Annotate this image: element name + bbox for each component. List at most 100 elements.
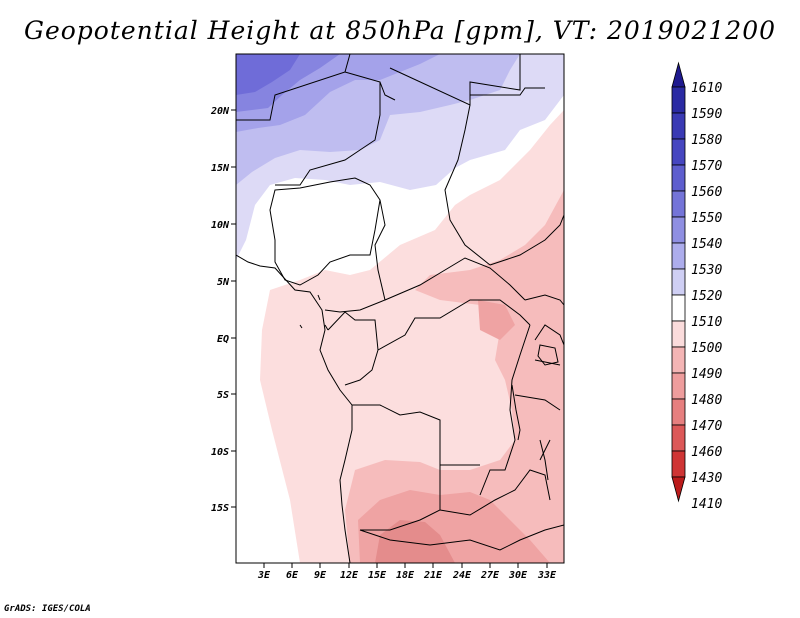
map-frame: [235, 53, 565, 564]
colorbar-label: 1520: [691, 289, 722, 304]
lake-malawi: [539, 439, 549, 481]
border-car: [384, 257, 526, 301]
lon-label: 21E: [423, 570, 443, 581]
colorbar-swatch: [671, 268, 686, 296]
colorbar-label: 1430: [691, 471, 722, 486]
colorbar-label: 1550: [691, 211, 722, 226]
colorbar-swatch: [671, 242, 686, 270]
lat-label: 5N: [217, 277, 230, 288]
border-drc-east: [479, 324, 531, 496]
lat-label: EQ: [217, 334, 229, 345]
colorbar-label: 1410: [691, 497, 722, 512]
border-drc-north: [377, 299, 531, 351]
colorbar-swatch: [671, 320, 686, 348]
lon-label: 33E: [537, 570, 557, 581]
border-mauritania-mali: [236, 54, 351, 121]
colorbar-label: 1560: [691, 185, 722, 200]
colorbar-swatch: [671, 138, 686, 166]
colorbar-label: 1460: [691, 445, 722, 460]
colorbar-label: 1480: [691, 393, 722, 408]
lon-label: 3E: [257, 570, 271, 581]
colorbar-swatch: [671, 294, 686, 322]
shaded-field: [236, 54, 564, 563]
lat-tick: 15N: [211, 163, 236, 174]
lon-label: 12E: [340, 570, 359, 581]
lat-tick: 5N: [217, 277, 236, 288]
lon-label: 6E: [286, 570, 299, 581]
colorbar-label: 1490: [691, 367, 722, 382]
border-niger-chad: [389, 54, 521, 106]
latitude-axis: 20N 15N 10N 5N EQ 5S 10S 15S: [210, 106, 236, 514]
border-chad-sudan: [444, 104, 491, 266]
colorbar-swatch: [671, 86, 686, 114]
colorbar-label: 1530: [691, 263, 722, 278]
lon-tick: 21E: [423, 563, 443, 581]
lat-label: 10S: [211, 447, 229, 458]
lat-tick: 10S: [211, 447, 236, 458]
lat-label: 5S: [217, 390, 229, 401]
colorbar-label: 1510: [691, 315, 722, 330]
lat-label: 15S: [211, 503, 229, 514]
coastline-libya-egypt: [379, 81, 545, 101]
lon-label: 9E: [314, 570, 327, 581]
lat-tick: EQ: [217, 334, 236, 345]
lon-tick: 33E: [537, 563, 557, 581]
colorbar-cap-top: [671, 61, 686, 88]
colorbar-cap-bottom: [671, 476, 686, 503]
lon-tick: 6E: [286, 563, 299, 581]
gulf-of-guinea-islands: [299, 294, 329, 331]
contour-band-1560: [236, 54, 300, 95]
lon-label: 15E: [368, 570, 387, 581]
colorbar-label: 1610: [691, 81, 722, 96]
contour-band-1480-center: [478, 300, 515, 340]
lon-tick: 18E: [396, 563, 415, 581]
lon-tick: 30E: [508, 563, 528, 581]
colorbar-label: 1500: [691, 341, 722, 356]
border-congo: [327, 311, 379, 386]
colorbar-label: 1590: [691, 107, 722, 122]
lon-tick: 24E: [452, 563, 472, 581]
border-mali-niger: [275, 71, 381, 186]
lake-tanganyika: [511, 384, 521, 441]
border-cameroon: [324, 199, 386, 313]
lon-tick: 27E: [480, 563, 500, 581]
lon-label: 24E: [452, 570, 472, 581]
contour-band-1500: [260, 110, 564, 563]
contour-band-1470: [375, 520, 455, 563]
contour-band-1490-east: [530, 320, 564, 470]
lat-tick: 15S: [211, 503, 236, 514]
lon-tick: 9E: [314, 563, 327, 581]
lat-tick: 10N: [211, 220, 236, 231]
lat-label: 10N: [211, 220, 230, 231]
border-east-africa: [524, 294, 564, 306]
colorbar-swatch: [671, 164, 686, 192]
border-sudan-ethiopia: [489, 214, 564, 266]
colorbar-swatch: [671, 112, 686, 140]
lat-label: 20N: [210, 106, 230, 117]
colorbar-swatch: [671, 372, 686, 400]
colorbar-label: 1580: [691, 133, 722, 148]
lake-victoria: [537, 344, 559, 366]
border-angola-zambia: [360, 465, 441, 531]
lat-label: 15N: [211, 163, 230, 174]
colorbar-label: 1540: [691, 237, 722, 252]
lon-tick: 12E: [340, 563, 359, 581]
coastline-west: [236, 254, 353, 563]
colorbar-swatch: [671, 190, 686, 218]
colorbar-swatch: [671, 398, 686, 426]
colorbar-swatch: [671, 216, 686, 244]
colorbar-swatch: [671, 346, 686, 374]
country-borders: [236, 54, 564, 563]
lon-label: 18E: [396, 570, 415, 581]
lat-tick: 5S: [217, 390, 236, 401]
longitude-axis: 3E 6E 9E 12E 15E 18E 21E 24E 27E 30E 33E: [257, 563, 557, 581]
lon-tick: 3E: [257, 563, 271, 581]
lon-label: 27E: [480, 570, 500, 581]
lat-tick: 20N: [210, 106, 236, 117]
border-uganda-kenya: [534, 324, 564, 366]
colorbar-swatch: [671, 424, 686, 452]
colorbar: 1610 1590 1580 1570 1560 1550 1540 1530 1520 1510…: [671, 61, 722, 512]
border-nigeria: [269, 177, 381, 286]
colorbar-swatch: [671, 450, 686, 478]
border-tanzania: [514, 394, 561, 461]
